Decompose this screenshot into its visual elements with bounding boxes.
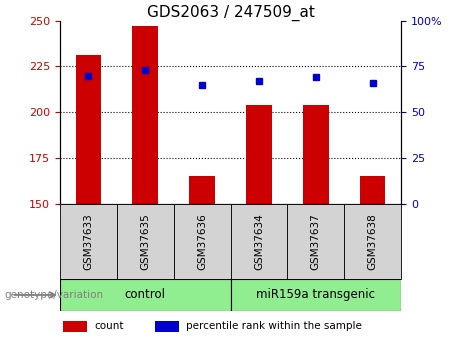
- Text: genotype/variation: genotype/variation: [5, 290, 104, 300]
- Bar: [60, 204, 117, 279]
- Text: percentile rank within the sample: percentile rank within the sample: [186, 321, 362, 331]
- Bar: [230, 204, 287, 279]
- Bar: [189, 176, 215, 204]
- Bar: [246, 105, 272, 204]
- Bar: [360, 176, 385, 204]
- Text: GSM37636: GSM37636: [197, 213, 207, 270]
- Bar: [344, 204, 401, 279]
- Text: miR159a transgenic: miR159a transgenic: [256, 288, 375, 302]
- Bar: [60, 279, 230, 311]
- Text: GSM37638: GSM37638: [367, 213, 378, 270]
- Bar: [303, 105, 329, 204]
- Bar: [117, 204, 174, 279]
- Title: GDS2063 / 247509_at: GDS2063 / 247509_at: [147, 4, 314, 21]
- Bar: [76, 56, 101, 204]
- Bar: [230, 279, 401, 311]
- Bar: [174, 204, 230, 279]
- Bar: [155, 321, 179, 332]
- Text: control: control: [125, 288, 165, 302]
- Text: GSM37634: GSM37634: [254, 213, 264, 270]
- Bar: [287, 204, 344, 279]
- Text: GSM37633: GSM37633: [83, 213, 94, 270]
- Bar: [132, 26, 158, 204]
- Text: GSM37637: GSM37637: [311, 213, 321, 270]
- Text: GSM37635: GSM37635: [140, 213, 150, 270]
- Text: count: count: [94, 321, 124, 331]
- Bar: [63, 321, 87, 332]
